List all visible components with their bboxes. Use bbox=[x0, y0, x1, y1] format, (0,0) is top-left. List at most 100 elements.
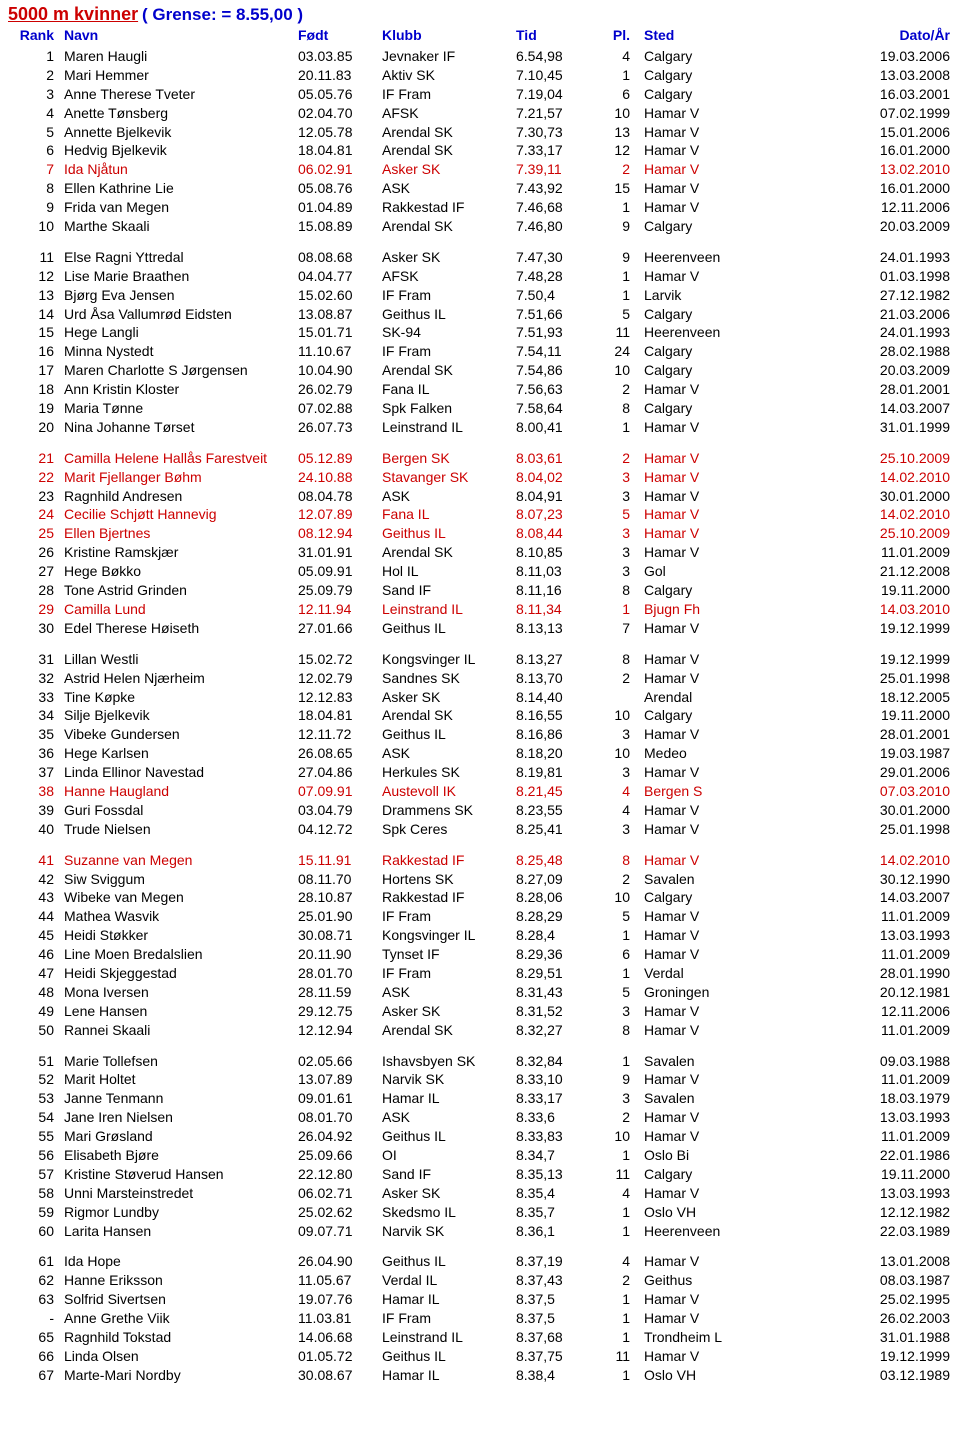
cell-venue: Oslo Bi bbox=[632, 1146, 756, 1165]
cell-club: Geithus IL bbox=[380, 524, 514, 543]
table-row: 17Maren Charlotte S Jørgensen10.04.90Are… bbox=[8, 361, 952, 380]
results-table: Rank Navn Født Klubb Tid Pl. Sted Dato/Å… bbox=[8, 27, 952, 1385]
cell-place: 8 bbox=[588, 1021, 632, 1040]
cell-place: 1 bbox=[588, 1222, 632, 1241]
cell-time: 8.35,7 bbox=[514, 1203, 588, 1222]
cell-date: 12.11.2006 bbox=[756, 198, 952, 217]
cell-place: 1 bbox=[588, 926, 632, 945]
table-row: 14Urd Åsa Vallumrød Eidsten13.08.87Geith… bbox=[8, 305, 952, 324]
cell-rank: 59 bbox=[8, 1203, 62, 1222]
cell-date: 12.12.1982 bbox=[756, 1203, 952, 1222]
table-row: 25Ellen Bjertnes08.12.94Geithus IL8.08,4… bbox=[8, 524, 952, 543]
cell-date: 25.01.1998 bbox=[756, 669, 952, 688]
cell-club: Geithus IL bbox=[380, 725, 514, 744]
event-limit: ( Grense: = 8.55,00 ) bbox=[142, 5, 303, 24]
cell-club: SK-94 bbox=[380, 323, 514, 342]
cell-name: Ragnhild Andresen bbox=[62, 487, 296, 506]
table-row: 15Hege Langli15.01.71SK-947.51,9311Heere… bbox=[8, 323, 952, 342]
cell-date: 13.03.1993 bbox=[756, 926, 952, 945]
col-fodt: Født bbox=[296, 27, 380, 47]
cell-time: 8.38,4 bbox=[514, 1366, 588, 1385]
cell-name: Siw Sviggum bbox=[62, 870, 296, 889]
cell-time: 7.19,04 bbox=[514, 85, 588, 104]
table-row: 6Hedvig Bjelkevik18.04.81Arendal SK7.33,… bbox=[8, 141, 952, 160]
cell-name: Ida Hope bbox=[62, 1240, 296, 1271]
cell-born: 30.08.67 bbox=[296, 1366, 380, 1385]
cell-club: Geithus IL bbox=[380, 619, 514, 638]
cell-venue: Hamar V bbox=[632, 1108, 756, 1127]
cell-name: Heidi Støkker bbox=[62, 926, 296, 945]
cell-venue: Calgary bbox=[632, 1165, 756, 1184]
cell-venue: Oslo VH bbox=[632, 1203, 756, 1222]
cell-venue: Hamar V bbox=[632, 380, 756, 399]
cell-time: 8.33,83 bbox=[514, 1127, 588, 1146]
cell-rank: 14 bbox=[8, 305, 62, 324]
cell-venue: Hamar V bbox=[632, 1309, 756, 1328]
cell-club: Arendal SK bbox=[380, 706, 514, 725]
cell-born: 26.02.79 bbox=[296, 380, 380, 399]
cell-place: 3 bbox=[588, 562, 632, 581]
cell-place: 4 bbox=[588, 801, 632, 820]
cell-venue: Hamar V bbox=[632, 1184, 756, 1203]
cell-time: 8.23,55 bbox=[514, 801, 588, 820]
cell-name: Camilla Helene Hallås Farestveit bbox=[62, 437, 296, 468]
cell-date: 22.01.1986 bbox=[756, 1146, 952, 1165]
cell-born: 05.09.91 bbox=[296, 562, 380, 581]
cell-born: 06.02.71 bbox=[296, 1184, 380, 1203]
cell-venue: Hamar V bbox=[632, 179, 756, 198]
cell-rank: 18 bbox=[8, 380, 62, 399]
cell-venue: Hamar V bbox=[632, 1347, 756, 1366]
cell-born: 09.07.71 bbox=[296, 1222, 380, 1241]
cell-place: 7 bbox=[588, 619, 632, 638]
cell-rank: 48 bbox=[8, 983, 62, 1002]
cell-venue: Hamar V bbox=[632, 945, 756, 964]
cell-date: 19.12.1999 bbox=[756, 638, 952, 669]
cell-rank: 11 bbox=[8, 236, 62, 267]
cell-club: Arendal SK bbox=[380, 217, 514, 236]
cell-time: 8.11,03 bbox=[514, 562, 588, 581]
cell-club: AFSK bbox=[380, 104, 514, 123]
cell-venue: Heerenveen bbox=[632, 1222, 756, 1241]
table-row: 53Janne Tenmann09.01.61Hamar IL8.33,173S… bbox=[8, 1089, 952, 1108]
cell-rank: 61 bbox=[8, 1240, 62, 1271]
cell-name: Line Moen Bredalslien bbox=[62, 945, 296, 964]
cell-club: IF Fram bbox=[380, 907, 514, 926]
cell-born: 22.12.80 bbox=[296, 1165, 380, 1184]
cell-name: Lillan Westli bbox=[62, 638, 296, 669]
cell-date: 27.12.1982 bbox=[756, 286, 952, 305]
cell-born: 02.05.66 bbox=[296, 1040, 380, 1071]
cell-venue: Bergen S bbox=[632, 782, 756, 801]
cell-name: Anette Tønsberg bbox=[62, 104, 296, 123]
cell-time: 8.07,23 bbox=[514, 505, 588, 524]
cell-venue: Calgary bbox=[632, 305, 756, 324]
cell-born: 08.01.70 bbox=[296, 1108, 380, 1127]
cell-place: 4 bbox=[588, 47, 632, 66]
cell-date: 28.01.2001 bbox=[756, 725, 952, 744]
cell-time: 8.34,7 bbox=[514, 1146, 588, 1165]
cell-born: 12.12.94 bbox=[296, 1021, 380, 1040]
cell-club: Rakkestad IF bbox=[380, 888, 514, 907]
cell-time: 8.29,36 bbox=[514, 945, 588, 964]
cell-date: 21.12.2008 bbox=[756, 562, 952, 581]
cell-name: Hege Bøkko bbox=[62, 562, 296, 581]
cell-date: 16.03.2001 bbox=[756, 85, 952, 104]
cell-name: Kristine Støverud Hansen bbox=[62, 1165, 296, 1184]
table-row: 26Kristine Ramskjær31.01.91Arendal SK8.1… bbox=[8, 543, 952, 562]
table-row: 37Linda Ellinor Navestad27.04.86Herkules… bbox=[8, 763, 952, 782]
cell-name: Tone Astrid Grinden bbox=[62, 581, 296, 600]
cell-venue: Hamar V bbox=[632, 926, 756, 945]
cell-venue: Hamar V bbox=[632, 418, 756, 437]
cell-born: 03.03.85 bbox=[296, 47, 380, 66]
cell-club: Asker SK bbox=[380, 688, 514, 707]
cell-time: 8.32,84 bbox=[514, 1040, 588, 1071]
cell-name: Ann Kristin Kloster bbox=[62, 380, 296, 399]
cell-place: 5 bbox=[588, 505, 632, 524]
cell-time: 8.31,52 bbox=[514, 1002, 588, 1021]
cell-time: 8.36,1 bbox=[514, 1222, 588, 1241]
cell-rank: 19 bbox=[8, 399, 62, 418]
cell-born: 11.05.67 bbox=[296, 1271, 380, 1290]
table-row: 54Jane Iren Nielsen08.01.70ASK8.33,62Ham… bbox=[8, 1108, 952, 1127]
cell-rank: 20 bbox=[8, 418, 62, 437]
cell-born: 28.11.59 bbox=[296, 983, 380, 1002]
cell-rank: 2 bbox=[8, 66, 62, 85]
